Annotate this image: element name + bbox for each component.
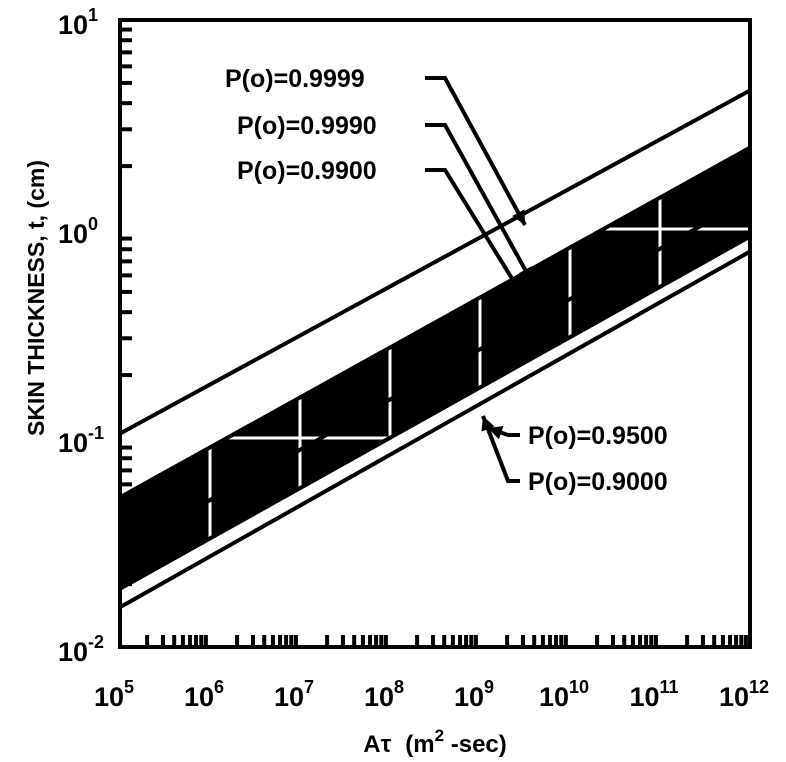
series-line [120, 234, 750, 591]
series-label-leader [425, 76, 527, 226]
x-tick-label: 105 [94, 677, 134, 712]
series-line [120, 196, 750, 553]
x-tick-label: 107 [274, 677, 314, 712]
y-tick-labels: 10-2 10-1 100 101 [58, 5, 104, 667]
shaded-band [120, 20, 750, 647]
plot-frame [118, 18, 752, 649]
minor-ticks [120, 27, 748, 647]
x-tick-label: 1010 [539, 677, 589, 712]
x-axis-title-base: Aτ [363, 731, 391, 758]
series-label-arrowhead [481, 416, 495, 432]
shaded-band-area [120, 147, 750, 589]
x-tick-label: 106 [184, 677, 224, 712]
series-label: P(o)=0.9000 [528, 468, 668, 496]
y-tick-label: 10-1 [58, 423, 104, 458]
x-tick-label: 1011 [629, 677, 678, 712]
x-tick-labels: 105 106 107 108 109 1010 1011 1012 [94, 677, 769, 712]
series-label: P(o)=0.9999 [225, 65, 365, 93]
series-line [120, 145, 750, 500]
series-label-leader [425, 123, 534, 283]
y-tick-label: 101 [58, 5, 98, 40]
x-axis-title-units-end: -sec) [444, 731, 507, 758]
series-line [120, 88, 750, 436]
series-label-arrowhead [531, 316, 545, 332]
x-tick-label: 109 [454, 677, 494, 712]
series-label-arrowhead [512, 209, 525, 225]
series-label: P(o)=0.9900 [237, 157, 377, 185]
x-axis-title: Aτ (m2 -sec) [363, 726, 507, 758]
y-axis-title: SKIN THICKNESS, t, (cm) [23, 160, 49, 436]
x-tick-label: 108 [364, 677, 404, 712]
series-lines [120, 88, 750, 609]
series-label-leader [425, 168, 547, 334]
series-label: P(o)=0.9990 [237, 112, 377, 140]
y-tick-label: 10-2 [58, 632, 104, 667]
x-tick-label: 1012 [719, 677, 769, 712]
series-label-arrowhead [488, 426, 504, 440]
x-axis-title-sup: 2 [435, 726, 444, 745]
series-label: P(o)=0.9500 [528, 422, 668, 450]
x-axis-title-units: (m [405, 731, 434, 758]
series-label-arrowhead [519, 266, 532, 282]
series-line [120, 249, 750, 609]
series-label-leader [481, 415, 520, 483]
y-tick-label: 100 [58, 214, 98, 249]
series-labels: P(o)=0.9999 P(o)=0.9990 P(o)=0.9900 P(o)=0.… [225, 65, 668, 496]
